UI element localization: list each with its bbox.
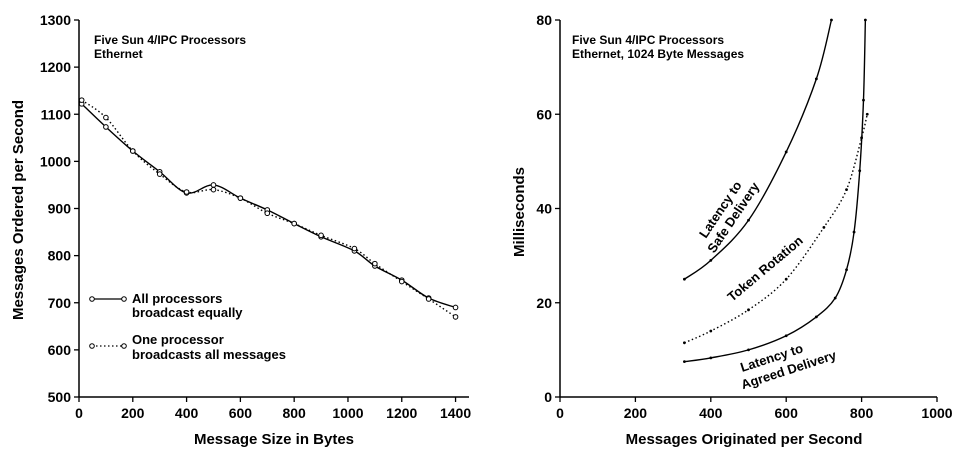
right-y-axis-title: Milliseconds — [511, 167, 528, 257]
left-x-tick-label: 1000 — [332, 405, 363, 421]
right-x-tick-label: 600 — [775, 405, 799, 421]
right-y-tick-label: 60 — [536, 106, 552, 122]
left-note-line-2: Ethernet — [94, 47, 143, 61]
right-series-1-point — [683, 341, 686, 345]
right-series-2-point — [845, 268, 848, 272]
left-y-tick-label: 1300 — [40, 12, 71, 28]
right-series-0-point — [683, 277, 686, 281]
left-series-1-line — [81, 99, 456, 318]
left-series-0-point — [103, 124, 109, 130]
left-series-0-point — [452, 304, 459, 311]
right-series-1-point — [747, 308, 750, 312]
left-x-tick-label: 800 — [282, 405, 306, 421]
left-plot-area: 0 200 400 600 800 1000 1200 1400 500 600 700 800 900… — [40, 12, 471, 421]
right-series-0-point — [747, 218, 750, 222]
legend-marker-all-processors-b — [121, 296, 127, 302]
right-series-1-point — [822, 225, 826, 229]
right-series-2-point — [858, 169, 862, 173]
legend-label-all-processors-2: broadcast equally — [132, 305, 243, 320]
left-series-1-point — [318, 232, 324, 239]
right-series-2-point — [833, 296, 837, 300]
legend-marker-all-processors-a — [89, 296, 95, 302]
right-series-1-point — [709, 329, 713, 333]
left-series-1-point — [183, 189, 190, 195]
left-series-1-point — [156, 171, 163, 177]
left-y-tick-label: 600 — [48, 342, 72, 358]
right-x-tick-label: 1000 — [921, 405, 952, 421]
curve-label-token-rotation: Token Rotation — [724, 233, 805, 305]
right-x-tick-label: 800 — [850, 405, 874, 421]
left-x-tick-label: 200 — [121, 405, 145, 421]
right-series-2-line — [684, 19, 867, 363]
right-series-0-point — [709, 258, 713, 262]
right-series-0-point — [830, 18, 833, 22]
left-note-line-1: Five Sun 4/IPC Processors — [94, 33, 246, 47]
left-x-tick-label: 1200 — [386, 405, 417, 421]
left-series-1-point — [425, 296, 432, 302]
left-y-axis-title: Messages Ordered per Second — [10, 100, 27, 320]
right-series-1-point — [865, 112, 869, 116]
legend-marker-one-processor-a — [89, 343, 95, 349]
left-series-1-point — [372, 260, 378, 267]
right-series-1-point — [784, 277, 788, 281]
right-series-2-point — [814, 315, 818, 319]
right-series-2-point — [863, 18, 867, 22]
left-y-tick-label: 1000 — [40, 153, 71, 169]
legend-marker-one-processor-b — [121, 343, 127, 349]
right-x-tick-label: 400 — [699, 405, 723, 421]
right-y-tick-label: 40 — [536, 201, 552, 217]
right-series-2-point — [784, 334, 788, 338]
left-x-tick-label: 600 — [229, 405, 253, 421]
right-series-2-point — [747, 348, 750, 352]
right-series-0-line — [684, 19, 833, 280]
right-x-axis-title: Messages Originated per Second — [626, 431, 863, 447]
left-y-tick-label: 1200 — [40, 59, 71, 75]
right-series-1-line — [684, 114, 868, 344]
right-series-2-point — [683, 360, 686, 364]
right-y-tick-label: 0 — [544, 389, 552, 405]
right-y-tick-label: 80 — [536, 12, 552, 28]
right-series-0-point — [814, 77, 818, 81]
right-note-line-2: Ethernet, 1024 Byte Messages — [572, 47, 744, 61]
left-series-1-point — [210, 186, 217, 193]
left-series-1-point — [129, 148, 136, 154]
left-x-axis-title: Message Size in Bytes — [194, 431, 354, 447]
left-series-1-point — [398, 278, 405, 285]
right-plot-area: 0 200 400 600 800 1000 0 20 40 60 80 — [536, 12, 952, 421]
right-note-line-1: Five Sun 4/IPC Processors — [572, 33, 724, 47]
right-y-tick-label: 20 — [536, 295, 552, 311]
left-y-tick-label: 700 — [48, 295, 72, 311]
left-y-tick-label: 800 — [48, 248, 72, 264]
right-x-tick-label: 0 — [556, 405, 564, 421]
legend-label-one-processor-2: broadcasts all messages — [132, 347, 286, 362]
left-y-tick-label: 900 — [48, 201, 72, 217]
right-x-tick-label: 200 — [624, 405, 648, 421]
right-series-2-point — [709, 356, 713, 360]
left-series-1-point — [237, 195, 244, 201]
left-series-1-point — [291, 220, 297, 227]
right-series-2-point — [852, 230, 856, 234]
left-series-1-point — [452, 314, 459, 320]
left-x-tick-label: 1400 — [440, 405, 471, 421]
left-series-1-point — [103, 114, 109, 121]
left-x-tick-label: 0 — [75, 405, 83, 421]
left-series-0-point — [210, 182, 217, 188]
left-series-1-point — [78, 97, 85, 103]
right-series-1-point — [845, 188, 848, 192]
left-y-tick-label: 500 — [48, 389, 72, 405]
left-x-tick-label: 400 — [175, 405, 199, 421]
left-series-1-point — [264, 210, 271, 217]
right-series-2-point — [862, 98, 865, 102]
legend-label-one-processor-1: One processor — [132, 332, 224, 347]
right-series-0-point — [784, 150, 788, 154]
left-y-tick-label: 1100 — [41, 106, 72, 122]
legend-label-all-processors-1: All processors — [132, 291, 222, 306]
left-series-0-line — [81, 103, 456, 309]
left-series-1-point — [351, 245, 358, 252]
